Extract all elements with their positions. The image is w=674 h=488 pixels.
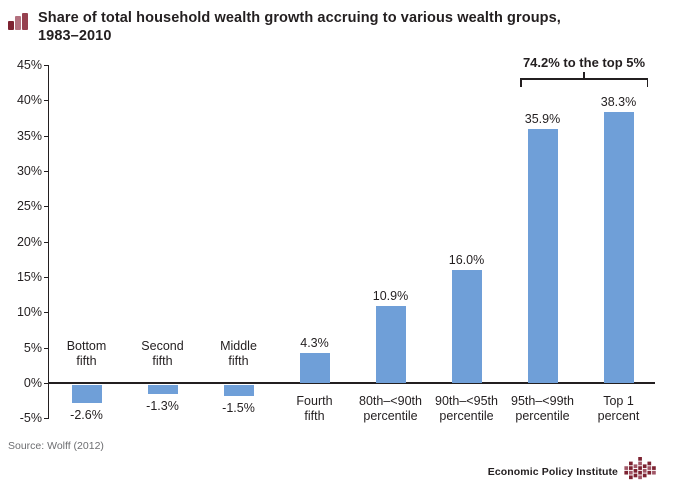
y-tick-mark (44, 64, 48, 66)
y-tick-label: -5% (19, 411, 42, 426)
annotation-bracket-left-end (520, 78, 522, 87)
epi-blocks-logo (624, 457, 658, 486)
y-axis-line (48, 65, 49, 419)
y-tick-label: 40% (16, 93, 42, 108)
category-label: Bottom fifth (66, 339, 107, 368)
bar-second-fifth (147, 385, 178, 395)
bar-middle-fifth (223, 385, 254, 396)
bar-value-label: -1.3% (146, 399, 179, 414)
brand-footer: Economic Policy Institute (488, 457, 658, 486)
y-tick-mark (44, 241, 48, 243)
chart-header: Share of total household wealth growth a… (8, 9, 561, 45)
category-label: Top 1 percent (597, 394, 640, 423)
bar-value-label: 16.0% (448, 252, 485, 267)
category-label: 90th–<95th percentile (435, 394, 498, 423)
annotation-bracket-right-end (646, 78, 648, 87)
bar-chart-icon (8, 11, 31, 35)
bar-value-label: -2.6% (70, 408, 103, 423)
y-tick-mark (44, 312, 48, 314)
category-label: Second fifth (141, 339, 184, 368)
category-label: 95th–<99th percentile (511, 394, 574, 423)
category-label: Middle fifth (220, 339, 257, 368)
annotation-top5-label: 74.2% to the top 5% (522, 55, 646, 70)
category-label: 80th–<90th percentile (359, 394, 422, 423)
y-tick-mark (44, 206, 48, 208)
y-tick-mark (44, 100, 48, 102)
y-tick-mark (44, 347, 48, 349)
bar-bottom-fifth (71, 385, 102, 404)
y-tick-label: 45% (16, 57, 42, 72)
y-tick-mark (44, 135, 48, 137)
page-title: Share of total household wealth growth a… (38, 9, 561, 45)
bar-fourth-fifth (299, 352, 330, 383)
y-tick-mark (44, 170, 48, 172)
y-tick-label: 0% (23, 376, 42, 390)
y-tick-mark (44, 383, 48, 384)
category-label: Fourth fifth (296, 394, 333, 423)
bar-value-label: 4.3% (300, 335, 329, 350)
y-tick-label: 25% (16, 199, 42, 214)
bar-value-label: 10.9% (372, 288, 409, 303)
bar-value-label: -1.5% (222, 400, 255, 415)
bar-95th-99th-percentile (527, 129, 558, 383)
y-tick-label: 20% (16, 234, 42, 249)
y-tick-mark (44, 276, 48, 278)
y-tick-mark (44, 418, 48, 420)
bar-90th-95th-percentile (451, 269, 482, 383)
bar-value-label: 38.3% (600, 95, 637, 110)
brand-name: Economic Policy Institute (487, 465, 618, 478)
y-tick-label: 10% (16, 305, 42, 320)
y-tick-label: 30% (16, 163, 42, 178)
y-tick-label: 15% (16, 269, 42, 284)
title-line-2: 1983–2010 (38, 28, 112, 44)
bar-value-label: 35.9% (524, 112, 561, 127)
bar-80th-90th-percentile (375, 305, 406, 383)
y-tick-label: 35% (16, 128, 42, 143)
source-note: Source: Wolff (2012) (8, 440, 104, 452)
y-tick-label: 5% (23, 340, 42, 355)
zero-baseline (48, 382, 655, 384)
title-line-1: Share of total household wealth growth a… (38, 10, 561, 26)
bar-top-1-percent (603, 112, 634, 383)
annotation-bracket-center-tick (583, 72, 585, 79)
